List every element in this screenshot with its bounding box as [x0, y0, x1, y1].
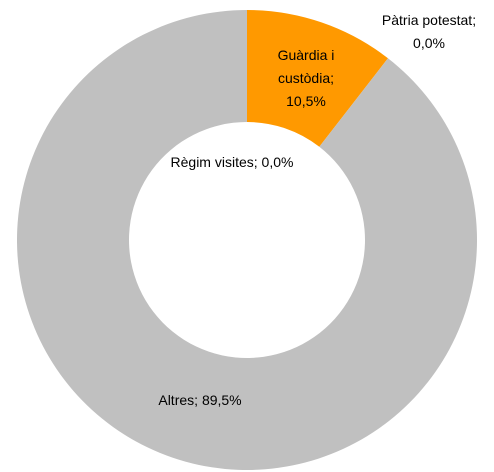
label-name: Règim visites	[170, 154, 254, 170]
donut-slice	[247, 10, 388, 147]
label-name: Altres	[158, 392, 195, 408]
label-separator: ;	[330, 70, 335, 86]
label-value: 0,0%	[413, 35, 445, 51]
data-label: Altres; 89,5%	[120, 389, 280, 412]
label-name: Pàtria potestat	[381, 12, 473, 28]
label-value: 10,5%	[286, 93, 326, 109]
label-name: Guàrdia i custòdia	[277, 47, 335, 86]
donut-slice	[17, 10, 477, 470]
label-separator: ;	[253, 154, 258, 170]
label-separator: ;	[194, 392, 199, 408]
label-value: 0,0%	[261, 154, 294, 170]
data-label: Pàtria potestat; 0,0%	[366, 9, 492, 55]
data-label: Règim visites; 0,0%	[168, 151, 296, 174]
label-separator: ;	[472, 12, 477, 28]
data-label: Guàrdia i custòdia; 10,5%	[268, 44, 344, 113]
label-value: 89,5%	[201, 392, 242, 408]
